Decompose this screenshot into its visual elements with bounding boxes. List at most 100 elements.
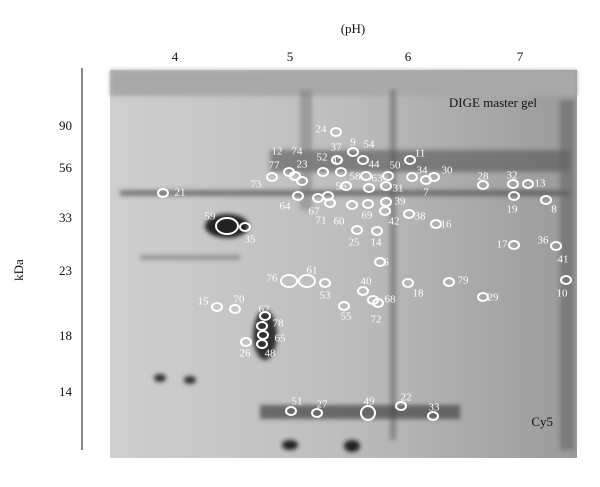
spot-label: 14 [371,237,383,249]
spot-label: 55 [341,311,353,323]
spot-label: 52 [317,152,328,164]
spot-label: 37 [331,142,343,154]
spot-circle [257,330,269,340]
spot-label: 13 [535,178,547,190]
spot-circle [540,195,552,205]
spot-label: 27 [317,399,329,411]
spot-circle [319,278,331,288]
spot-circle [402,278,414,288]
spot-label: 9 [350,137,356,149]
spot-circle [522,179,534,189]
spot-label: 24 [316,124,328,136]
spot-label: 50 [390,160,402,172]
spot-label: 53 [320,290,332,302]
spot-circle [550,241,562,251]
spot-label: 74 [292,146,304,158]
spot-circle [211,302,223,312]
spot-circle [256,321,268,331]
spot-circle [363,183,375,193]
spot-circle [338,301,350,311]
spot-circle [240,337,252,347]
spot-label: 73 [251,179,263,191]
y-axis-label: kDa [11,259,26,281]
spot-label: 8 [551,204,557,216]
spot-circle [477,292,489,302]
spot-circle [340,181,352,191]
spot-circle [266,172,278,182]
spot-circle [335,167,347,177]
spot-label: 32 [507,170,518,182]
spot-circle [380,197,392,207]
spot-label: 54 [364,139,376,151]
x-tick-label: 6 [405,49,412,64]
spot-circle [477,180,489,190]
spot-circle [430,219,442,229]
spot-label: 19 [507,204,519,216]
spot-circle [404,155,416,165]
spot-circle [229,304,241,314]
gel-channel: Cy5 [531,414,553,429]
spot-label: 67 [309,206,321,218]
spot-label: 51 [292,396,303,408]
spot-label: 26 [240,348,252,360]
spot-label: 18 [413,288,425,300]
spot-label: 79 [458,275,470,287]
spot-label: 44 [369,159,381,171]
spot-circle [296,176,308,186]
spot-label: 38 [415,211,427,223]
spot-circle [374,257,386,267]
spot-label: 31 [393,183,404,195]
spot-circle [420,175,432,185]
spot-label: 47 [332,156,344,168]
spot-circle [380,181,392,191]
spot-circle [395,401,407,411]
spot-circle [215,217,239,235]
spot-label: 49 [364,396,376,408]
spot-label: 10 [557,288,569,300]
spot-label: 21 [175,187,186,199]
spot-label: 28 [478,171,490,183]
spot-circle [357,286,369,296]
spot-label: 22 [401,392,412,404]
spot-circle [311,408,323,418]
spot-label: 23 [297,159,309,171]
spot-label: 64 [280,201,292,213]
spot-label: 39 [395,196,407,208]
spot-circle [280,274,298,288]
spot-circle [507,179,519,189]
spot-label: 70 [234,294,246,306]
y-tick-label: 90 [59,118,72,133]
spot-circle [443,277,455,287]
spot-label: 29 [488,292,500,304]
spot-circle [256,339,268,349]
y-tick-label: 56 [59,160,73,175]
spot-label: 12 [272,146,283,158]
spot-label: 34 [417,165,429,177]
spot-label: 61 [307,265,318,277]
spot-label: 35 [245,234,257,246]
spot-circle [560,275,572,285]
y-tick-label: 23 [59,263,72,278]
spot-circle [292,191,304,201]
spot-circle [312,193,324,203]
spot-circle [382,171,394,181]
spot-label: 68 [385,294,397,306]
spot-circle [403,209,415,219]
x-axis-label: (pH) [341,21,366,36]
spot-circle [331,155,343,165]
spot-label: 36 [538,235,550,247]
x-tick-label: 4 [172,49,179,64]
y-tick-label: 18 [59,328,72,343]
spot-label: 17 [497,239,509,251]
spot-label: 41 [558,254,569,266]
spot-circle [285,406,297,416]
spot-label: 62 [259,304,270,316]
spot-label: 56 [336,181,348,193]
spot-circle [371,226,383,236]
spot-label: 77 [269,160,281,172]
spot-label: 60 [334,216,346,228]
spot-circle [508,191,520,201]
spot-circle [298,274,316,288]
spot-label: 72 [371,314,382,326]
